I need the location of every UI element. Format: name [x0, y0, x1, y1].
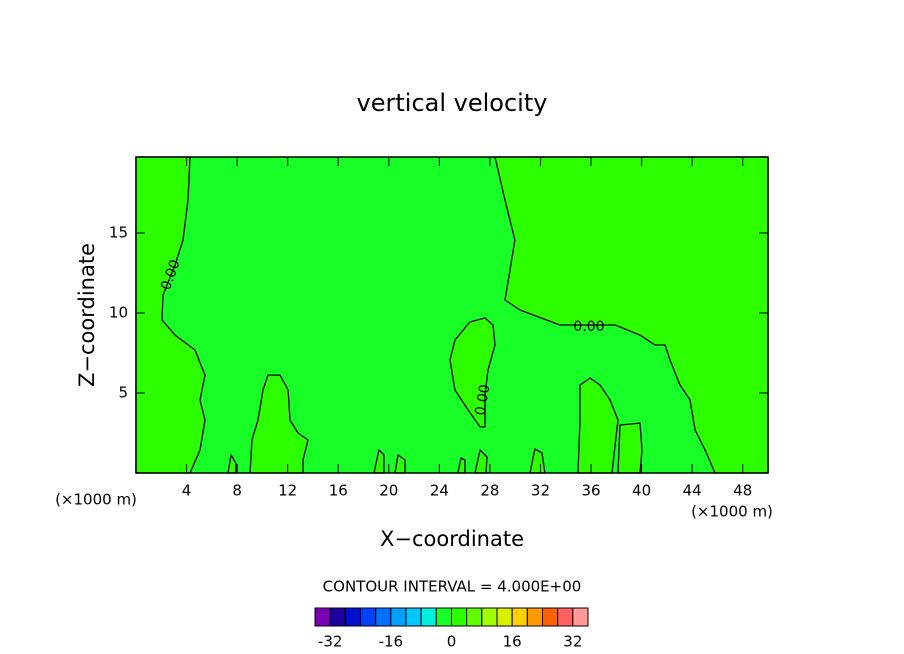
contour-region	[577, 377, 619, 474]
x-tick-label: 48	[733, 482, 752, 500]
contour-label: 0.00	[472, 383, 493, 416]
colorbar-box	[344, 607, 362, 627]
x-tick-label: 44	[683, 482, 702, 500]
colorbar-box	[572, 607, 589, 627]
y-tick-label: 10	[109, 304, 128, 322]
colorbar-box	[526, 607, 543, 627]
contour-region	[617, 422, 643, 474]
y-unit-label: (×1000 m)	[55, 491, 137, 509]
colorbar-box	[329, 607, 346, 627]
contours: 0.000.000.00	[135, 156, 769, 474]
chart-title: vertical velocity	[357, 89, 548, 117]
x-tick-label: 32	[531, 482, 550, 500]
colorbar-tick-label: 0	[447, 633, 457, 651]
x-unit-label: (×1000 m)	[691, 503, 773, 521]
contour-region	[449, 317, 496, 428]
colorbar-box	[375, 607, 392, 627]
x-tick-label: 36	[581, 482, 600, 500]
colorbar-tick-label: -16	[379, 633, 404, 651]
colorbar-box	[481, 607, 498, 627]
colorbar-box	[420, 607, 437, 627]
x-tick-label: 28	[480, 482, 499, 500]
y-axis-label: Z−coordinate	[75, 243, 99, 387]
x-tick-label: 12	[278, 482, 297, 500]
plot-frame	[135, 156, 769, 474]
colorbar-box	[314, 607, 331, 627]
x-tick-label: 40	[632, 482, 651, 500]
contour-label: 0.00	[573, 319, 604, 335]
contour-interval: CONTOUR INTERVAL = 4.000E+00	[323, 578, 582, 596]
x-tick-label: 16	[329, 482, 348, 500]
colorbar-box	[451, 607, 468, 627]
x-axis-label: X−coordinate	[380, 527, 524, 551]
colorbar-box	[496, 607, 513, 627]
colorbar-tick-label: 16	[503, 633, 522, 651]
x-tick-label: 4	[182, 482, 192, 500]
contour-region	[249, 374, 309, 474]
contour-region	[494, 156, 769, 474]
y-tick-label: 15	[109, 224, 128, 242]
colorbar-box	[511, 607, 528, 627]
colorbar-tick-label: -32	[318, 633, 343, 651]
colorbar-box	[405, 607, 422, 627]
colorbar-box	[557, 607, 574, 627]
colorbar-box	[360, 607, 377, 627]
x-tick-label: 20	[379, 482, 398, 500]
x-tick-label: 8	[232, 482, 242, 500]
colorbar-box	[542, 607, 559, 627]
colorbar-box	[435, 607, 453, 627]
x-tick-label: 24	[430, 482, 449, 500]
colorbar-tick-label: 32	[563, 633, 582, 651]
colorbar-box	[466, 607, 483, 627]
colorbar-box	[390, 607, 407, 627]
y-tick-label: 5	[118, 384, 128, 402]
